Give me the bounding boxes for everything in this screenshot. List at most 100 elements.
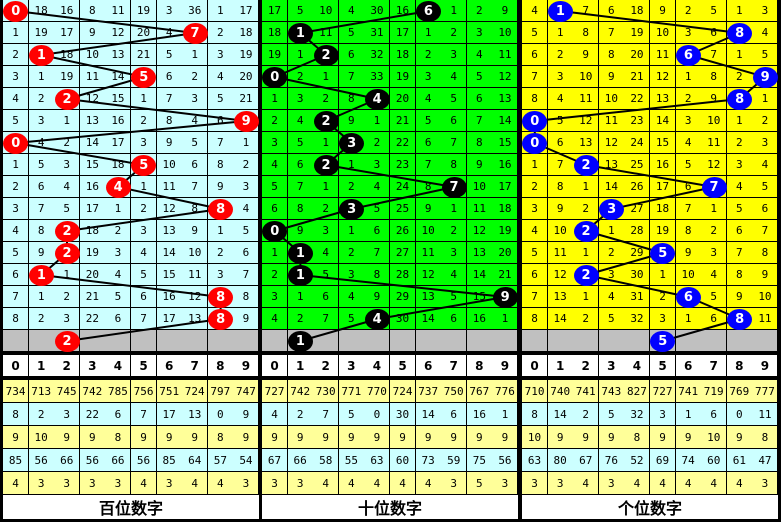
grid-cell: 6	[262, 198, 289, 220]
grid-cell: 18	[650, 198, 677, 220]
stat-cell: 785	[105, 380, 132, 403]
number-ball: 5	[131, 66, 157, 88]
grid-cell: 25	[624, 154, 651, 176]
grid-cell: 9	[364, 286, 391, 308]
grid-cell: 18	[492, 198, 519, 220]
grid-cell: 9	[233, 308, 260, 330]
grid-cell: 16	[156, 286, 183, 308]
stat-cell: 8	[105, 426, 132, 449]
grid-cell: 10	[313, 0, 340, 22]
grid-cell: 1	[726, 110, 753, 132]
grid-cell: 10	[182, 242, 209, 264]
grid-cell: 9	[79, 22, 106, 44]
digit-header: 9	[233, 355, 260, 377]
stat-cell: 756	[131, 380, 158, 403]
grid-cell: 13	[598, 154, 625, 176]
grid-cell: 6	[338, 44, 365, 66]
grid-cell: 10	[156, 154, 183, 176]
grid-cell: 11	[313, 22, 340, 44]
grid-cell: 33	[364, 66, 391, 88]
grid-cell: 4	[54, 176, 81, 198]
grid-cell: 1	[441, 0, 468, 22]
grid-cell: 25	[390, 198, 417, 220]
grid-cell: 9	[207, 176, 234, 198]
grid-cell: 12	[650, 66, 677, 88]
grid-cell: 2	[313, 198, 340, 220]
grid-cell: 21	[492, 264, 519, 286]
stat-cell: 80	[547, 449, 574, 472]
grid-cell: 17	[233, 0, 260, 22]
stat-cell: 3	[492, 472, 519, 495]
grid-cell: 3	[650, 308, 677, 330]
number-ball: 8	[208, 198, 234, 220]
stat-cell: 741	[675, 380, 702, 403]
grid-cell: 3	[105, 242, 132, 264]
stat-cell: 741	[573, 380, 600, 403]
grid-cell: 1	[131, 176, 158, 198]
next-ball: 5	[650, 330, 676, 352]
number-ball: 0	[3, 132, 29, 154]
grid-cell: 6	[441, 308, 468, 330]
grid-cell: 20	[390, 88, 417, 110]
grid-cell: 3	[182, 88, 209, 110]
grid-cell: 1	[54, 110, 81, 132]
grid-cell: 30	[364, 0, 391, 22]
grid-cell: 1	[726, 44, 753, 66]
grid-cell: 13	[492, 88, 519, 110]
grid-cell: 2	[313, 88, 340, 110]
grid-cell: 6	[675, 176, 702, 198]
stat-cell: 66	[54, 449, 81, 472]
stat-cell: 730	[313, 380, 340, 403]
stat-cell: 3	[54, 403, 81, 426]
stat-cell: 57	[207, 449, 234, 472]
grid-cell: 30	[390, 308, 417, 330]
stat-cell: 4	[3, 472, 30, 495]
stat-cell: 742	[79, 380, 106, 403]
stat-cell: 17	[156, 403, 183, 426]
grid-cell: 7	[313, 308, 340, 330]
grid-cell: 6	[28, 176, 55, 198]
grid-cell: 5	[287, 132, 314, 154]
stat-cell: 4	[726, 472, 753, 495]
grid-cell: 5	[522, 22, 549, 44]
grid-cell: 8	[598, 44, 625, 66]
grid-cell: 17	[390, 22, 417, 44]
grid-cell: 15	[466, 286, 493, 308]
grid-cell: 2	[675, 0, 702, 22]
grid-cell: 9	[338, 110, 365, 132]
number-ball: 7	[701, 176, 727, 198]
digit-header: 0	[3, 355, 30, 377]
grid-cell: 4	[338, 286, 365, 308]
grid-cell: 2	[207, 22, 234, 44]
grid-cell: 2	[105, 220, 132, 242]
grid-cell: 12	[156, 198, 183, 220]
grid-cell: 14	[650, 110, 677, 132]
grid-cell: 13	[105, 44, 132, 66]
grid-cell: 17	[79, 198, 106, 220]
grid-cell: 17	[262, 0, 289, 22]
grid-cell: 3	[726, 154, 753, 176]
grid-cell: 7	[752, 220, 779, 242]
grid-cell: 1	[492, 308, 519, 330]
grid-cell: 3	[441, 44, 468, 66]
stat-cell: 3	[233, 472, 260, 495]
grid-cell: 10	[752, 286, 779, 308]
stat-cell: 64	[182, 449, 209, 472]
number-ball: 8	[208, 308, 234, 330]
grid-cell: 19	[390, 66, 417, 88]
number-ball: 9	[752, 66, 778, 88]
grid-cell: 3	[675, 110, 702, 132]
grid-cell: 4	[441, 264, 468, 286]
stat-cell: 61	[726, 449, 753, 472]
stat-cell: 9	[441, 426, 468, 449]
grid-cell: 8	[573, 22, 600, 44]
grid-cell: 13	[79, 110, 106, 132]
grid-cell: 2	[233, 154, 260, 176]
grid-cell: 18	[79, 220, 106, 242]
grey-cell	[441, 330, 468, 352]
grid-cell: 6	[313, 286, 340, 308]
grid-cell: 2	[131, 110, 158, 132]
grid-cell: 12	[492, 66, 519, 88]
number-ball: 7	[441, 176, 467, 198]
grid-cell: 2	[131, 198, 158, 220]
